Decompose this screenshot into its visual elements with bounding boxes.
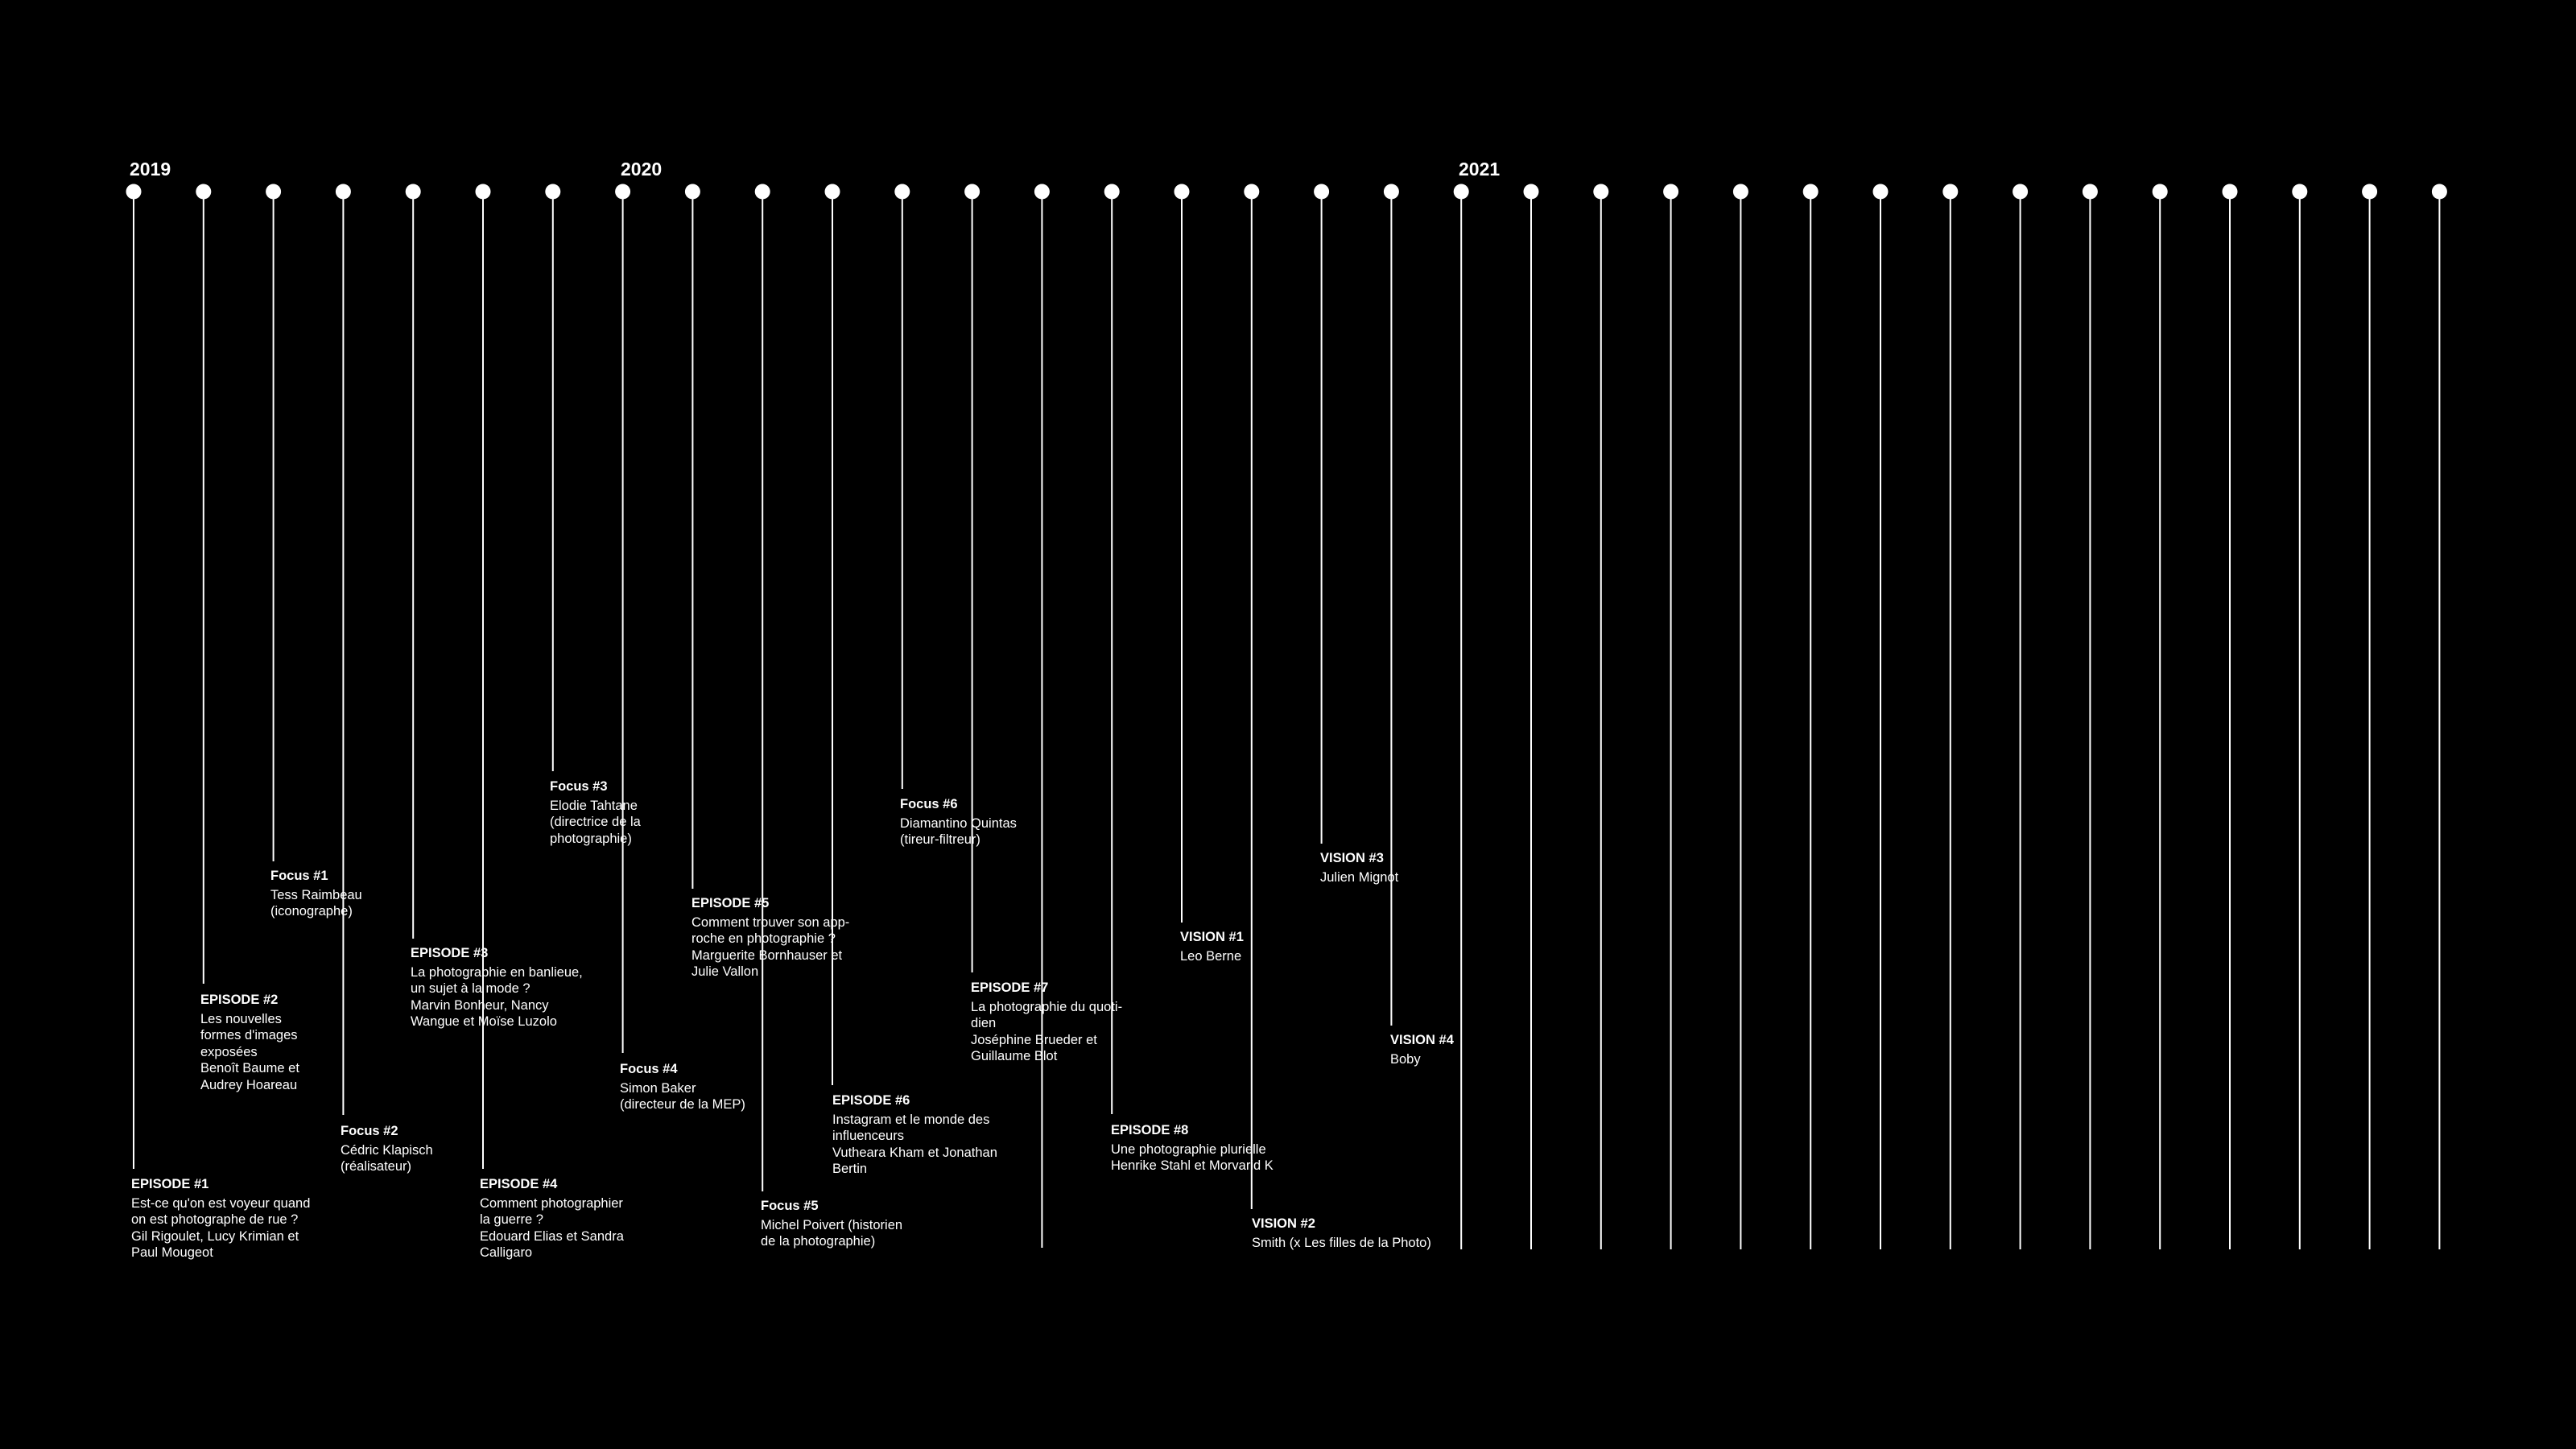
event-description: Tess Raimbeau (iconographe) (270, 887, 362, 919)
timeline-marker[interactable] (266, 184, 282, 200)
event-focus-4[interactable]: Focus #4 Simon Baker (directeur de la ME… (620, 1061, 821, 1113)
event-focus-2[interactable]: Focus #2 Cédric Klapisch (réalisateur) (341, 1123, 542, 1175)
event-description: Cédric Klapisch (réalisateur) (341, 1142, 433, 1174)
event-title: EPISODE #6 (832, 1093, 910, 1108)
event-episode-5[interactable]: EPISODE #5 Comment trouver son app- roch… (691, 895, 893, 980)
timeline-marker[interactable] (1593, 184, 1609, 200)
timeline-marker[interactable] (1383, 184, 1399, 200)
timeline-marker[interactable] (126, 184, 142, 200)
timeline-marker[interactable] (1034, 184, 1050, 200)
event-description: Est-ce qu'on est voyeur quand on est pho… (131, 1195, 311, 1261)
timeline-marker[interactable] (2292, 184, 2308, 200)
timeline-marker[interactable] (1872, 184, 1889, 200)
timeline-marker[interactable] (335, 184, 351, 200)
event-description: Les nouvelles formes d'images exposées B… (200, 1011, 299, 1092)
timeline-marker[interactable] (2362, 184, 2378, 200)
timeline-marker[interactable] (2431, 184, 2447, 200)
event-title: Focus #1 (270, 869, 328, 883)
year-label-2020: 2020 (621, 159, 663, 180)
event-episode-3[interactable]: EPISODE #3 La photographie en banlieue, … (411, 945, 612, 1030)
timeline-marker[interactable] (1802, 184, 1818, 200)
event-description: Comment trouver son app- roche en photog… (691, 914, 850, 980)
event-title: Focus #6 (900, 797, 958, 811)
event-vision-2[interactable]: VISION #2 Smith (x Les filles de la Phot… (1252, 1216, 1493, 1251)
event-description: Michel Poivert (historien de la photogra… (761, 1217, 903, 1249)
event-description: Elodie Tahtane (directrice de la photogr… (550, 798, 641, 846)
year-label-2021: 2021 (1459, 159, 1501, 180)
event-focus-1[interactable]: Focus #1 Tess Raimbeau (iconographe) (270, 868, 472, 920)
event-description: La photographie en banlieue, un sujet à … (411, 964, 583, 1030)
event-description: La photographie du quoti- dien Joséphine… (971, 999, 1123, 1064)
event-title: VISION #2 (1252, 1216, 1315, 1231)
event-description: Boby (1390, 1051, 1421, 1067)
event-description: Smith (x Les filles de la Photo) (1252, 1235, 1431, 1250)
timeline-marker[interactable] (824, 184, 840, 200)
event-focus-3[interactable]: Focus #3 Elodie Tahtane (directrice de l… (550, 778, 751, 847)
event-vision-1[interactable]: VISION #1 Leo Berne (1180, 929, 1381, 964)
event-title: Focus #4 (620, 1062, 678, 1076)
timeline-marker[interactable] (894, 184, 910, 200)
timeline-marker[interactable] (1104, 184, 1120, 200)
event-description: Leo Berne (1180, 948, 1242, 964)
event-title: EPISODE #2 (200, 993, 279, 1007)
event-episode-1[interactable]: EPISODE #1 Est-ce qu'on est voyeur quand… (131, 1176, 332, 1261)
event-vision-4[interactable]: VISION #4 Boby (1390, 1032, 1591, 1067)
event-episode-6[interactable]: EPISODE #6 Instagram et le monde des inf… (832, 1092, 1034, 1178)
timeline-marker[interactable] (475, 184, 491, 200)
event-description: Diamantino Quintas (tireur-filtreur) (900, 815, 1017, 848)
event-title: Focus #2 (341, 1124, 398, 1138)
event-title: EPISODE #4 (480, 1177, 558, 1191)
event-episode-4[interactable]: EPISODE #4 Comment photographier la guer… (480, 1176, 681, 1261)
event-focus-6[interactable]: Focus #6 Diamantino Quintas (tireur-filt… (900, 796, 1101, 848)
event-description: Comment photographier la guerre ? Edouar… (480, 1195, 624, 1261)
timeline-marker[interactable] (1314, 184, 1330, 200)
event-description: Julien Mignot (1320, 869, 1399, 885)
timeline-marker[interactable] (1523, 184, 1539, 200)
timeline-marker[interactable] (1244, 184, 1260, 200)
timeline-marker[interactable] (1663, 184, 1679, 200)
event-title: VISION #3 (1320, 851, 1384, 865)
event-episode-2[interactable]: EPISODE #2 Les nouvelles formes d'images… (200, 992, 402, 1093)
timeline-marker[interactable] (684, 184, 700, 200)
timeline-marker[interactable] (2013, 184, 2029, 200)
event-description: Simon Baker (directeur de la MEP) (620, 1080, 745, 1113)
event-episode-7[interactable]: EPISODE #7 La photographie du quoti- die… (971, 980, 1172, 1065)
event-title: EPISODE #1 (131, 1177, 209, 1191)
timeline-marker[interactable] (2222, 184, 2238, 200)
event-title: EPISODE #8 (1111, 1123, 1189, 1137)
event-title: VISION #1 (1180, 930, 1244, 944)
timeline-marker[interactable] (545, 184, 561, 200)
timeline-marker[interactable] (405, 184, 421, 200)
timeline-marker[interactable] (196, 184, 212, 200)
event-title: EPISODE #3 (411, 946, 489, 960)
event-episode-8[interactable]: EPISODE #8 Une photographie plurielle He… (1111, 1122, 1336, 1174)
event-description: Une photographie plurielle Henrike Stahl… (1111, 1141, 1274, 1174)
event-title: EPISODE #5 (691, 896, 770, 910)
timeline-marker[interactable] (1453, 184, 1469, 200)
timeline-marker[interactable] (2152, 184, 2168, 200)
event-title: VISION #4 (1390, 1033, 1454, 1047)
year-label-2019: 2019 (130, 159, 171, 180)
timeline-marker[interactable] (754, 184, 770, 200)
timeline-marker[interactable] (964, 184, 980, 200)
timeline-marker[interactable] (1942, 184, 1959, 200)
event-title: EPISODE #7 (971, 980, 1049, 995)
event-title: Focus #3 (550, 779, 608, 794)
event-title: Focus #5 (761, 1199, 819, 1213)
timeline-marker[interactable] (2082, 184, 2098, 200)
timeline-marker[interactable] (1174, 184, 1190, 200)
timeline-marker[interactable] (1732, 184, 1748, 200)
event-description: Instagram et le monde des influenceurs V… (832, 1112, 997, 1177)
event-focus-5[interactable]: Focus #5 Michel Poivert (historien de la… (761, 1198, 962, 1250)
timeline-marker[interactable] (615, 184, 631, 200)
event-vision-3[interactable]: VISION #3 Julien Mignot (1320, 850, 1521, 886)
